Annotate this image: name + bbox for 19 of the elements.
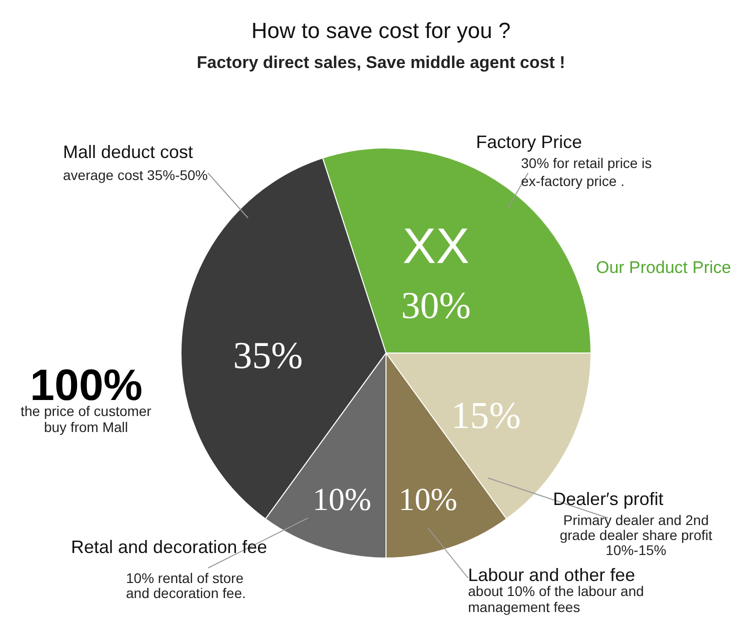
text: about 10% of the labour and management fees <box>468 583 644 615</box>
slice-label: Labour and other fee <box>468 565 636 585</box>
data-label: 30% <box>401 285 471 327</box>
slice-label: Retal and decoration fee <box>71 537 268 557</box>
text: XX <box>402 218 470 274</box>
text: 30% for retail price is ex-factory price . <box>521 155 652 189</box>
data-label: 10% <box>398 481 458 517</box>
data-label: 35% <box>233 335 303 377</box>
slice-label: Factory Price <box>476 132 582 152</box>
text: 10% rental of store and decoration fee. <box>126 570 246 601</box>
chart-title: How to save cost for you ? <box>251 18 511 43</box>
text: Primary dealer and 2nd grade dealer share profit 10%-15% <box>560 512 712 558</box>
data-label: 10% <box>312 481 372 517</box>
chart-subtitle: Factory direct sales, Save middle agent cost ! <box>196 53 566 72</box>
data-label: 15% <box>451 395 521 437</box>
slice-label: Mall deduct cost <box>63 142 194 162</box>
text: Our Product Price <box>596 258 732 277</box>
text: average cost 35%-50% <box>63 167 208 183</box>
slice-label: Dealer′s profit <box>553 489 664 509</box>
